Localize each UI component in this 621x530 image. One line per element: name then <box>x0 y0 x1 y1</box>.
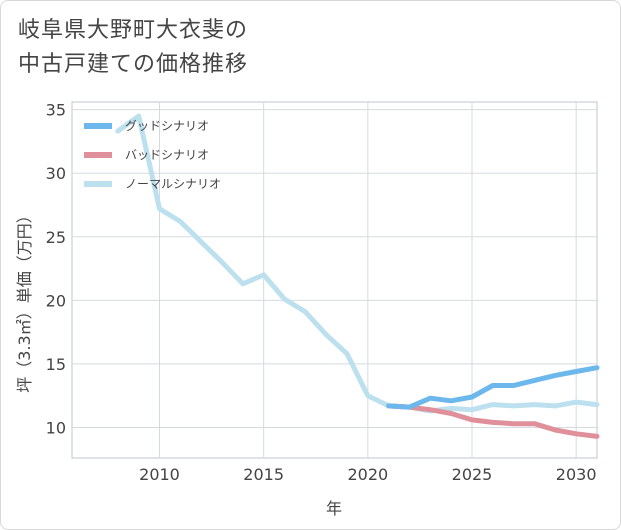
legend-label-1: バッドシナリオ <box>125 148 209 162</box>
y-tick-label: 30 <box>46 164 66 183</box>
series-lines <box>115 113 600 439</box>
series-line-2 <box>115 113 600 414</box>
x-tick-label: 2025 <box>452 465 493 484</box>
y-axis-label: 坪（3.3㎡）単価（万円） <box>15 207 34 392</box>
x-tick-label: 2020 <box>347 465 388 484</box>
legend-label-0: グッドシナリオ <box>125 119 209 133</box>
legend-label-2: ノーマルシナリオ <box>125 177 221 191</box>
chart-title-line-2: 中古戸建ての価格推移 <box>18 52 249 77</box>
chart-title-line-1: 岐阜県大野町大衣斐の <box>18 18 249 43</box>
y-tick-label: 10 <box>46 418 66 437</box>
x-tick-label: 2030 <box>556 465 597 484</box>
chart-title: 岐阜県大野町大衣斐の 中古戸建ての価格推移 <box>18 14 248 82</box>
x-tick-labels: 2010 2015 2020 2025 2030 <box>139 465 596 484</box>
y-tick-label: 35 <box>46 101 66 120</box>
x-tick-label: 2015 <box>243 465 284 484</box>
grid-lines <box>72 102 597 458</box>
x-tick-label: 2010 <box>139 465 180 484</box>
y-tick-labels: 10 15 20 25 30 35 <box>46 101 66 438</box>
series-line-1 <box>386 403 600 439</box>
series-line-0 <box>386 365 600 410</box>
x-axis-label: 年 <box>326 499 342 518</box>
y-tick-label: 25 <box>46 228 66 247</box>
y-tick-label: 15 <box>46 355 66 374</box>
y-tick-label: 20 <box>46 291 66 310</box>
